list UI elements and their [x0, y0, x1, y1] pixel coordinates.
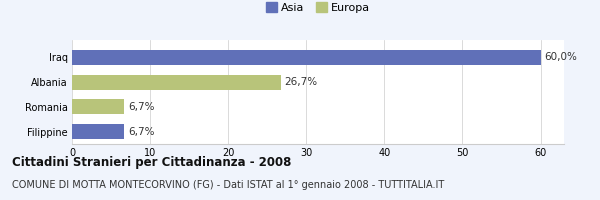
Legend: Asia, Europa: Asia, Europa — [266, 2, 370, 13]
Bar — [72, 50, 541, 65]
Bar — [72, 99, 124, 114]
Text: 26,7%: 26,7% — [284, 77, 317, 87]
Text: 6,7%: 6,7% — [128, 127, 155, 137]
Bar — [72, 124, 124, 139]
Text: 60,0%: 60,0% — [544, 52, 577, 62]
Text: 6,7%: 6,7% — [128, 102, 155, 112]
Text: COMUNE DI MOTTA MONTECORVINO (FG) - Dati ISTAT al 1° gennaio 2008 - TUTTITALIA.I: COMUNE DI MOTTA MONTECORVINO (FG) - Dati… — [12, 180, 444, 190]
Text: Cittadini Stranieri per Cittadinanza - 2008: Cittadini Stranieri per Cittadinanza - 2… — [12, 156, 292, 169]
Bar — [72, 75, 281, 90]
